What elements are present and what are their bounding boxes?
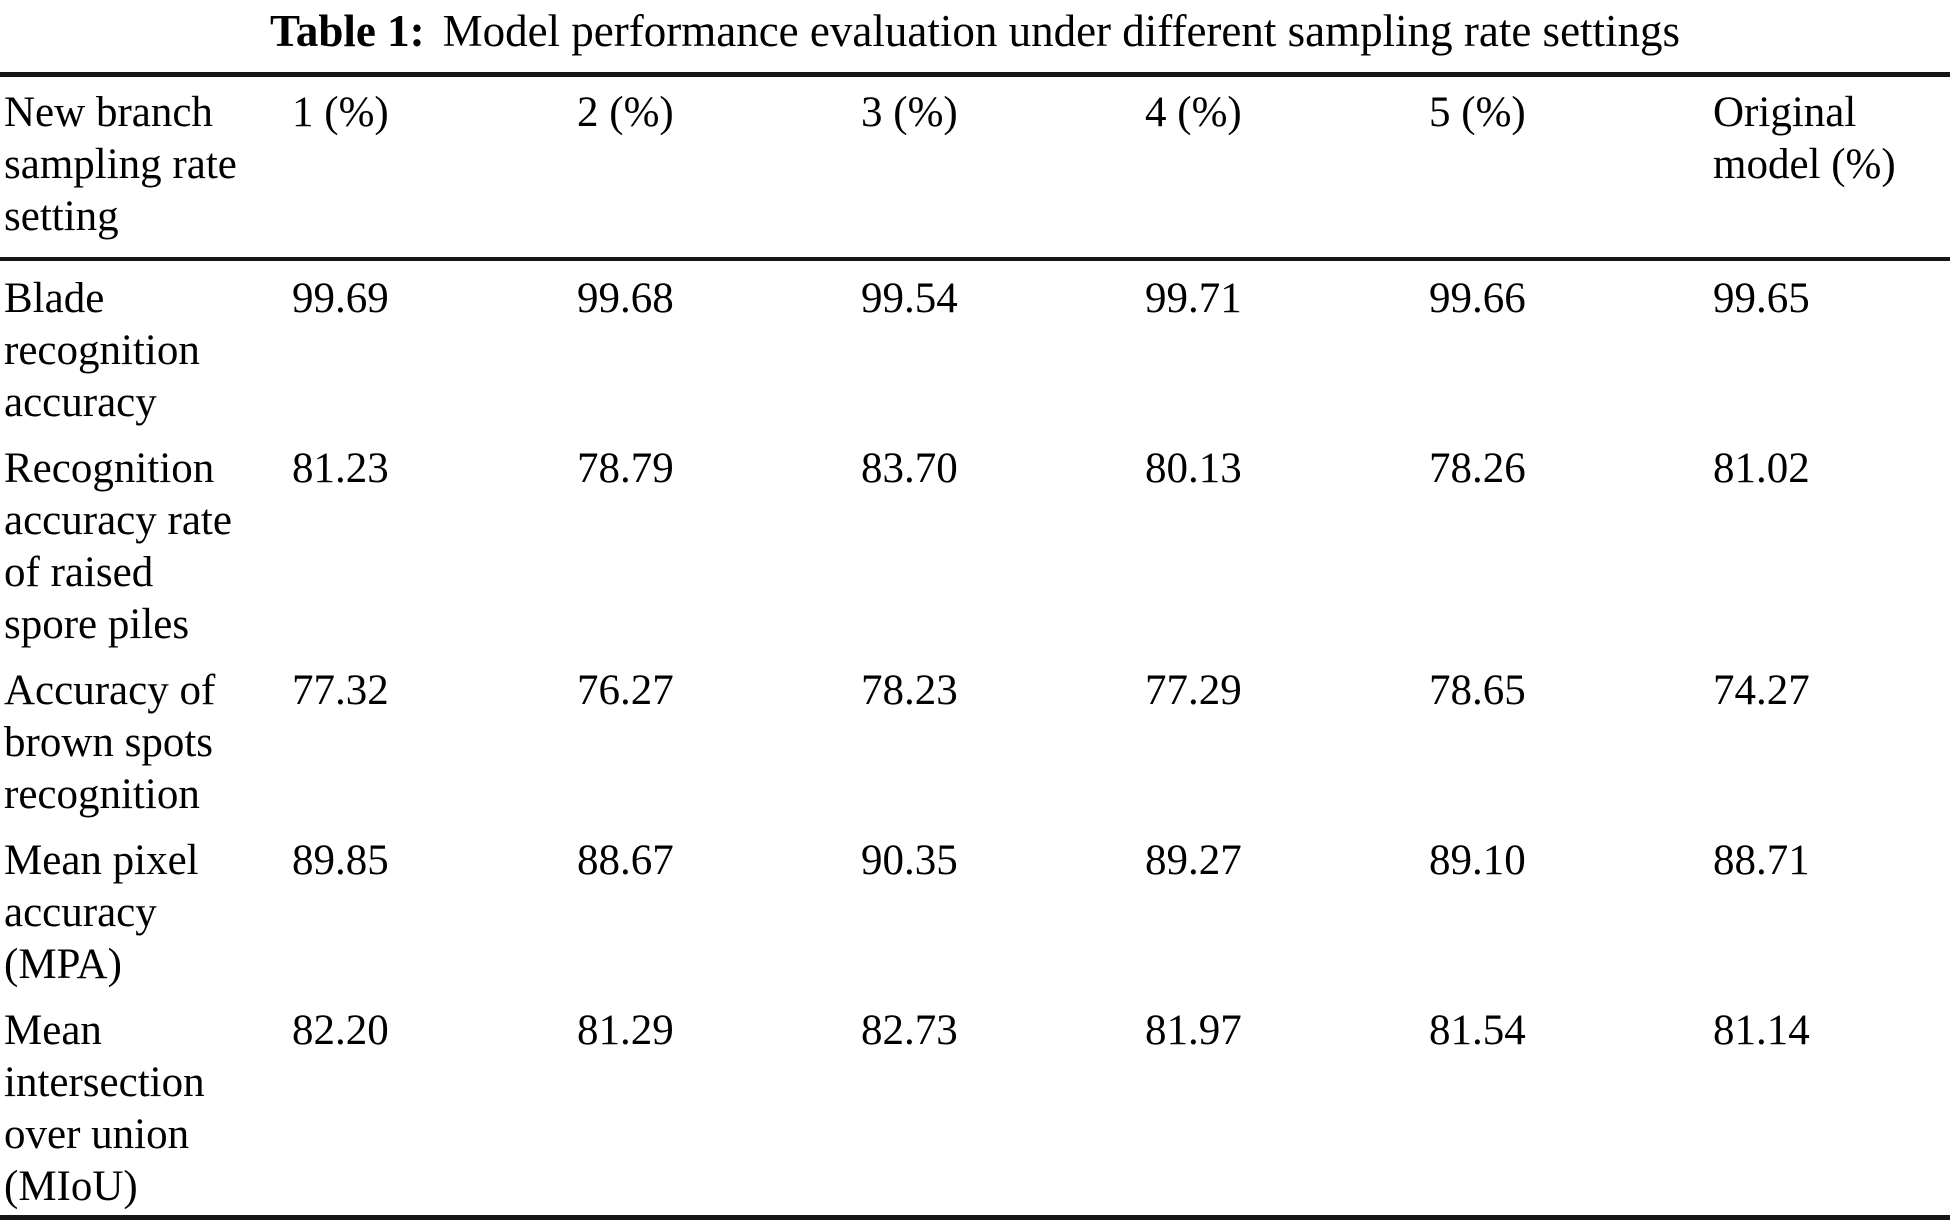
value-cell: 89.27 xyxy=(1145,837,1242,884)
column-header-5pct: 5 (%) xyxy=(1429,89,1526,136)
value-cell: 81.97 xyxy=(1145,1007,1242,1054)
value-cell: 76.27 xyxy=(577,667,674,714)
table-caption-text: Model performance evaluation under diffe… xyxy=(442,6,1681,56)
column-header-2pct: 2 (%) xyxy=(577,89,674,136)
row-raised-spore-piles-accuracy: Recognition accuracy rate of raised spor… xyxy=(0,431,1950,653)
table-caption: Table 1: Model performance evaluation und… xyxy=(0,0,1950,72)
value-cell: 78.79 xyxy=(577,445,674,492)
value-cell: 88.71 xyxy=(1713,837,1810,884)
row-mean-pixel-accuracy: Mean pixel accuracy (MPA) 89.85 88.67 90… xyxy=(0,823,1950,993)
metric-label: Recognition accuracy rate of raised spor… xyxy=(4,445,232,648)
value-cell: 82.73 xyxy=(861,1007,958,1054)
value-cell: 74.27 xyxy=(1713,667,1810,714)
table-caption-label: Table 1: xyxy=(269,6,425,56)
row-blade-recognition-accuracy: Blade recognition accuracy 99.69 99.68 9… xyxy=(0,259,1950,431)
column-header-rate-setting: New branch sampling rate setting xyxy=(4,89,237,240)
value-cell: 81.23 xyxy=(292,445,389,492)
value-cell: 81.02 xyxy=(1713,445,1810,492)
value-cell: 99.66 xyxy=(1429,275,1526,322)
value-cell: 78.23 xyxy=(861,667,958,714)
value-cell: 83.70 xyxy=(861,445,958,492)
value-cell: 77.29 xyxy=(1145,667,1242,714)
column-header-4pct: 4 (%) xyxy=(1145,89,1242,136)
value-cell: 78.65 xyxy=(1429,667,1526,714)
column-header-original-model: Original model (%) xyxy=(1713,89,1896,188)
metric-label: Mean pixel accuracy (MPA) xyxy=(4,837,199,988)
value-cell: 90.35 xyxy=(861,837,958,884)
value-cell: 81.14 xyxy=(1713,1007,1810,1054)
column-header-1pct: 1 (%) xyxy=(292,89,389,136)
value-cell: 88.67 xyxy=(577,837,674,884)
metric-label: Blade recognition accuracy xyxy=(4,275,200,426)
value-cell: 82.20 xyxy=(292,1007,389,1054)
header-row: New branch sampling rate setting 1 (%) 2… xyxy=(0,75,1950,259)
value-cell: 99.54 xyxy=(861,275,958,322)
value-cell: 89.10 xyxy=(1429,837,1526,884)
value-cell: 99.65 xyxy=(1713,275,1810,322)
value-cell: 99.71 xyxy=(1145,275,1242,322)
value-cell: 99.69 xyxy=(292,275,389,322)
metric-label: Accuracy of brown spots recognition xyxy=(4,667,216,818)
value-cell: 99.68 xyxy=(577,275,674,322)
value-cell: 89.85 xyxy=(292,837,389,884)
performance-table: New branch sampling rate setting 1 (%) 2… xyxy=(0,72,1950,1220)
row-brown-spots-accuracy: Accuracy of brown spots recognition 77.3… xyxy=(0,653,1950,823)
column-header-3pct: 3 (%) xyxy=(861,89,958,136)
metric-label: Mean intersection over union (MIoU) xyxy=(4,1007,205,1210)
value-cell: 81.54 xyxy=(1429,1007,1526,1054)
value-cell: 78.26 xyxy=(1429,445,1526,492)
value-cell: 77.32 xyxy=(292,667,389,714)
value-cell: 80.13 xyxy=(1145,445,1242,492)
row-mean-iou: Mean intersection over union (MIoU) 82.2… xyxy=(0,993,1950,1218)
value-cell: 81.29 xyxy=(577,1007,674,1054)
